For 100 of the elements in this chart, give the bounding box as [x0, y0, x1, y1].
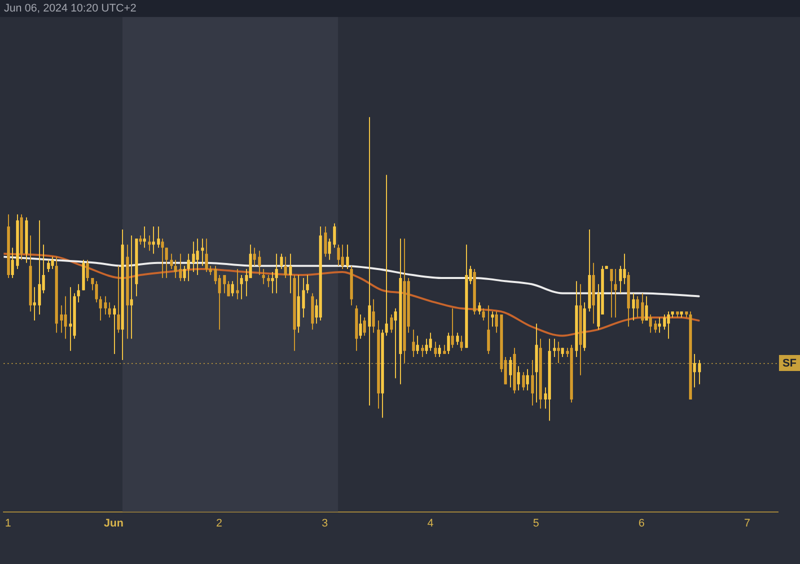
- candlestick: [284, 256, 287, 279]
- candlestick: [267, 274, 270, 288]
- candlestick: [262, 268, 265, 285]
- candlestick: [412, 329, 415, 358]
- candlestick: [174, 259, 177, 279]
- candlestick: [443, 344, 446, 354]
- candlestick: [258, 250, 261, 276]
- candlestick: [416, 335, 419, 354]
- candlestick: [108, 302, 111, 318]
- candlestick: [394, 308, 397, 379]
- candlestick: [487, 304, 490, 354]
- candlestick: [460, 335, 463, 352]
- candlestick: [104, 296, 107, 315]
- candlestick: [517, 366, 520, 391]
- candlestick: [557, 341, 560, 364]
- x-tick-label: 6: [638, 517, 645, 530]
- candlestick: [645, 296, 648, 322]
- candlestick: [693, 353, 696, 388]
- ref-line-label: SF: [782, 358, 797, 370]
- candlestick: [143, 226, 146, 248]
- candlestick: [663, 314, 666, 330]
- candlestick: [368, 116, 371, 406]
- candlestick: [491, 310, 494, 328]
- candlestick: [152, 226, 155, 254]
- candlestick: [113, 304, 116, 354]
- candlestick: [201, 238, 204, 266]
- x-tick-label: 7: [744, 517, 750, 530]
- candlestick: [192, 241, 195, 272]
- candlestick: [275, 253, 278, 294]
- candlestick: [227, 280, 230, 297]
- candlestick: [658, 317, 661, 334]
- candlestick: [240, 274, 243, 300]
- candlestick: [196, 238, 199, 276]
- candlestick: [77, 284, 80, 303]
- candlestick: [553, 338, 556, 358]
- candlestick: [337, 244, 340, 266]
- candlestick: [654, 320, 657, 334]
- candlestick: [161, 238, 164, 279]
- candlestick: [306, 274, 309, 294]
- candlestick: [698, 360, 701, 385]
- candlestick: [509, 356, 512, 388]
- candlestick: [482, 308, 485, 322]
- candlestick: [86, 259, 89, 282]
- candlestick: [95, 280, 98, 303]
- candlestick: [610, 268, 613, 318]
- candlestick: [363, 317, 366, 336]
- candlestick: [60, 304, 63, 334]
- candlestick: [117, 265, 120, 334]
- text: Jun 06, 2024 10:20 UTC+2: [4, 2, 136, 15]
- candlestick: [531, 360, 534, 406]
- candlestick: [148, 235, 151, 252]
- candlestick: [346, 244, 349, 270]
- candlestick: [478, 302, 481, 315]
- candlestick: [447, 332, 450, 354]
- candlestick: [451, 308, 454, 348]
- candlestick: [390, 314, 393, 334]
- candlestick: [271, 271, 274, 294]
- candlestick: [47, 259, 50, 272]
- candlestick: [359, 314, 362, 340]
- candlestick: [333, 222, 336, 248]
- candlestick: [434, 341, 437, 358]
- candlestick: [614, 268, 617, 318]
- candlestick: [372, 298, 375, 334]
- candlestick: [170, 253, 173, 270]
- candlestick: [632, 292, 635, 322]
- candlestick: [421, 344, 424, 358]
- candlestick: [302, 278, 305, 318]
- candlestick: [619, 265, 622, 294]
- candlestick: [69, 286, 72, 352]
- candlestick: [33, 286, 36, 322]
- candlestick: [324, 226, 327, 258]
- x-tick-label: 2: [216, 517, 222, 530]
- candlestick: [51, 256, 54, 270]
- candlestick: [425, 338, 428, 354]
- x-tick-label: Jun: [104, 517, 124, 530]
- candlestick: [667, 310, 670, 340]
- x-tick-label: 3: [322, 517, 328, 530]
- candlestick: [223, 274, 226, 294]
- candlestick: [429, 332, 432, 352]
- candlestick: [99, 296, 102, 322]
- candlestick: [64, 296, 67, 340]
- candlestick: [157, 226, 160, 248]
- candlestick: [280, 253, 283, 270]
- candlestick: [179, 253, 182, 282]
- candlestick: [341, 244, 344, 270]
- candlestick: [495, 310, 498, 334]
- candlestick: [130, 235, 133, 340]
- x-tick-label: 1: [4, 517, 12, 530]
- candlestick: [91, 278, 94, 291]
- candlestick: [636, 296, 639, 318]
- candlestick: [205, 238, 208, 272]
- x-tick-label: 5: [532, 517, 540, 530]
- candlestick: [623, 253, 626, 285]
- candlestick: [236, 268, 239, 300]
- candlestick: [38, 220, 41, 315]
- candlestick: [438, 344, 441, 358]
- candlestick: [641, 292, 644, 324]
- candlestick: [456, 332, 459, 346]
- candlestick: [289, 253, 292, 294]
- x-tick-label: 4: [427, 517, 434, 530]
